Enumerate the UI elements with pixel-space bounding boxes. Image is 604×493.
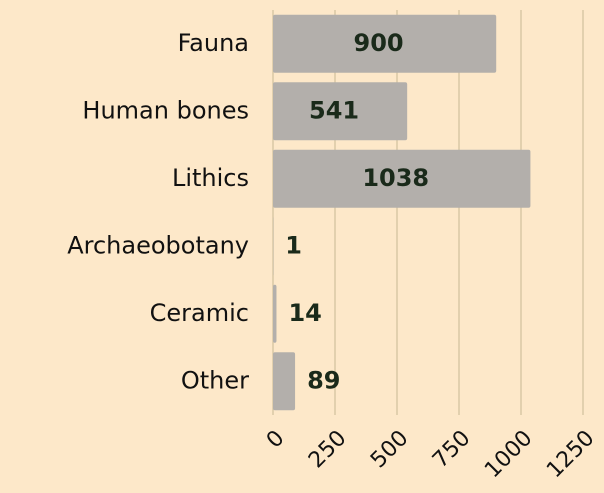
value-label: 14 xyxy=(288,299,321,327)
y-tick-label: Other xyxy=(181,366,249,394)
value-label: 900 xyxy=(354,29,404,57)
x-tick-label: 1000 xyxy=(480,426,537,483)
bar xyxy=(273,82,408,141)
y-tick-label: Lithics xyxy=(172,164,249,192)
x-tick-label: 1250 xyxy=(542,426,599,483)
bar xyxy=(273,284,277,343)
value-label: 541 xyxy=(309,96,359,124)
bar xyxy=(273,14,497,73)
bar xyxy=(273,149,531,208)
value-label: 1 xyxy=(285,231,302,259)
value-label: 89 xyxy=(307,366,340,394)
y-tick-label: Fauna xyxy=(178,29,249,57)
x-tick-label: 0 xyxy=(262,426,290,454)
x-tick-label: 500 xyxy=(366,426,413,473)
x-tick-label: 750 xyxy=(428,426,475,473)
y-tick-label: Human bones xyxy=(82,96,249,124)
x-tick-label: 250 xyxy=(304,426,351,473)
bar xyxy=(273,352,296,411)
y-tick-label: Archaeobotany xyxy=(67,231,249,259)
y-tick-label: Ceramic xyxy=(150,299,249,327)
value-label: 1038 xyxy=(362,164,429,192)
